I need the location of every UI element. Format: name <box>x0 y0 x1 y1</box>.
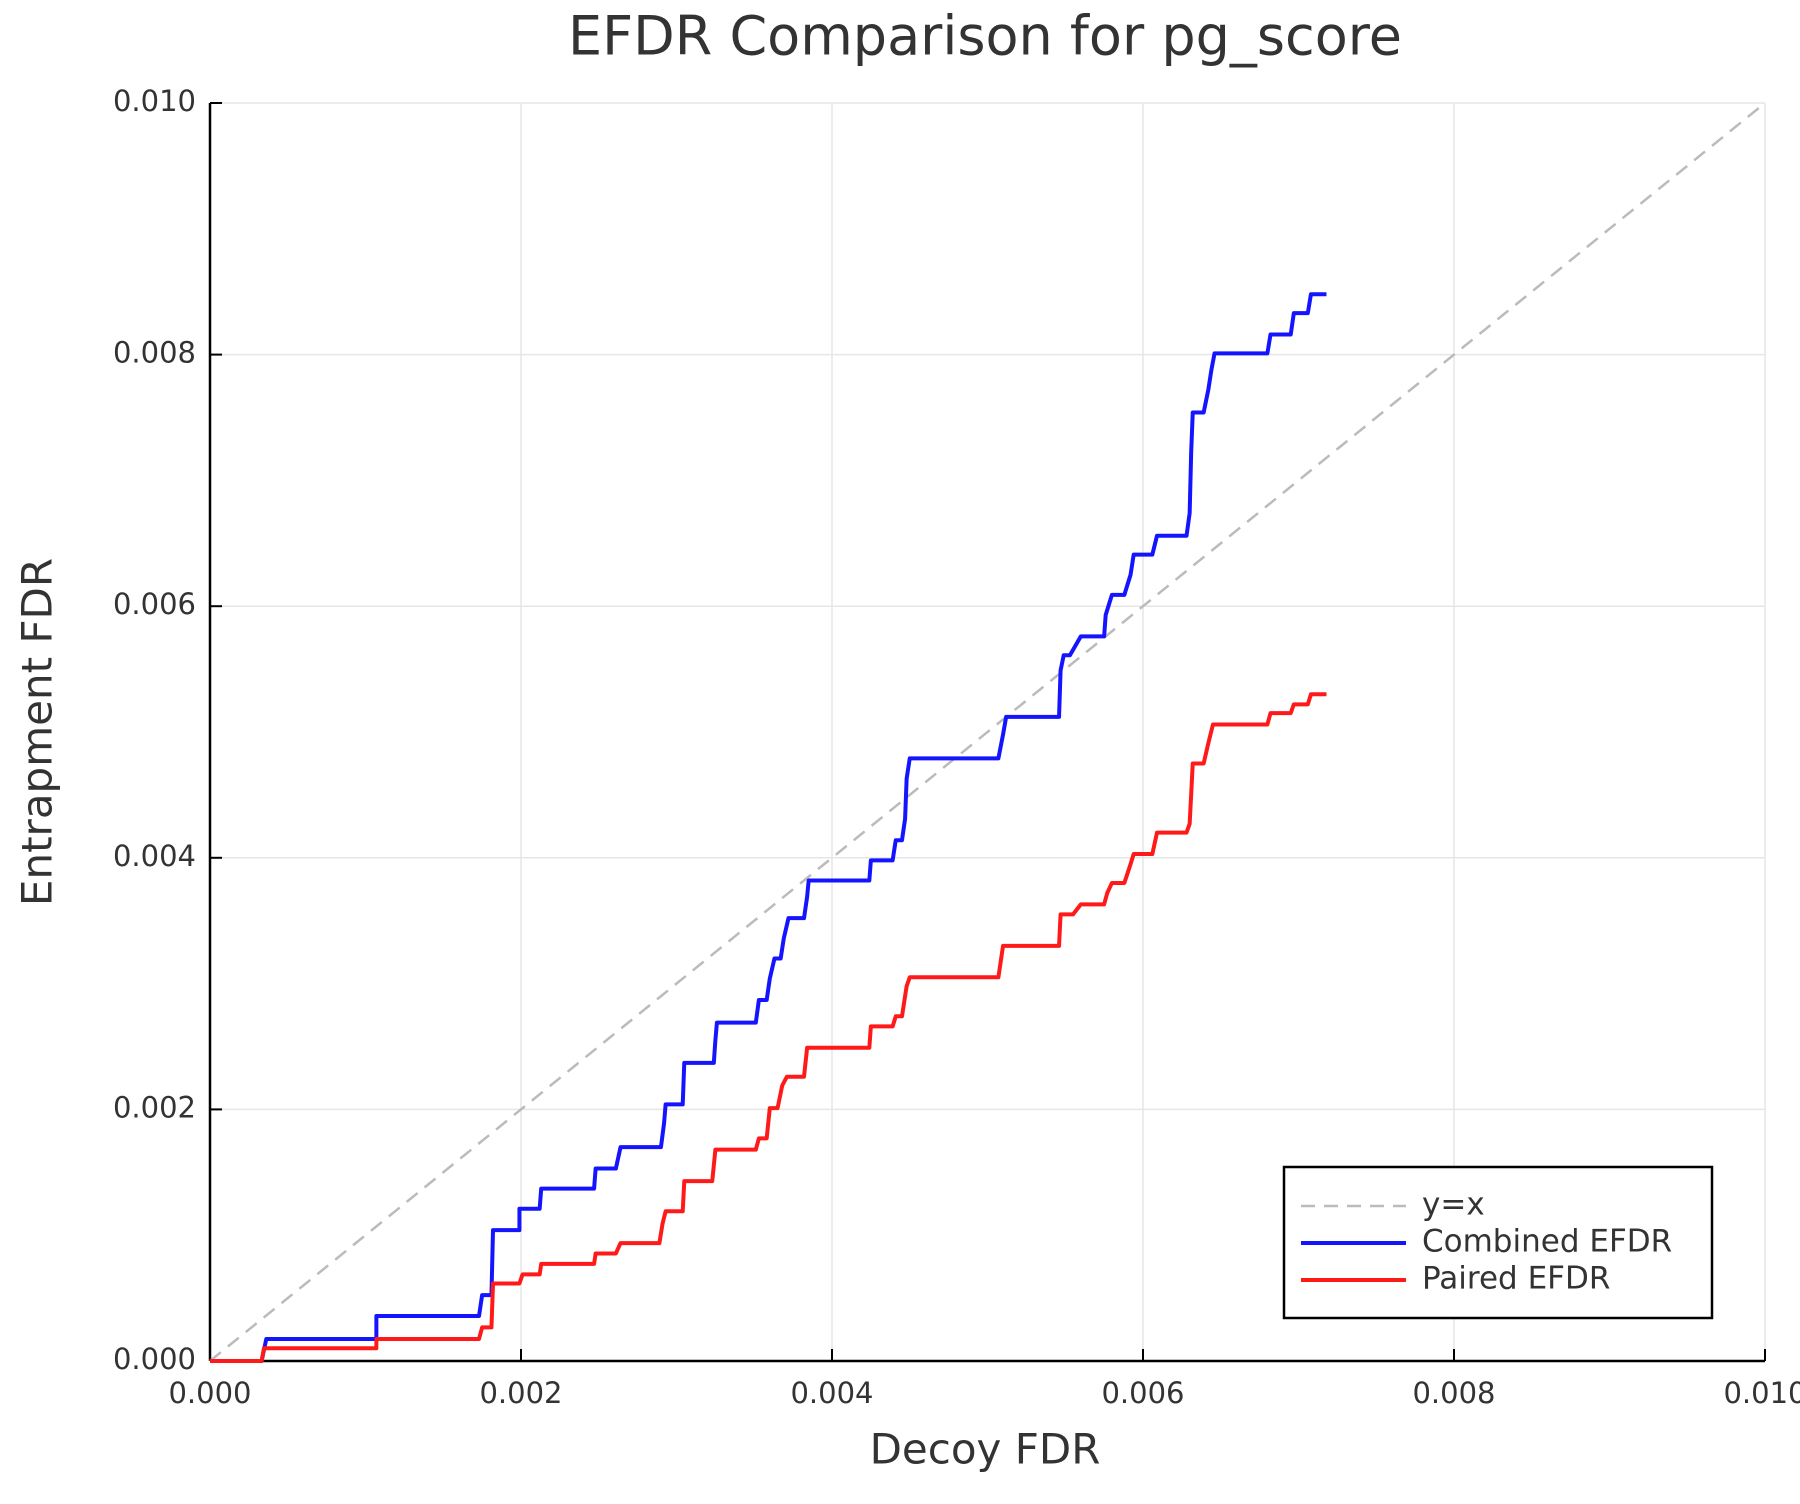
x-tick-label: 0.004 <box>790 1376 873 1410</box>
series-line <box>210 292 1327 1363</box>
x-tick-label: 0.006 <box>1101 1376 1184 1410</box>
x-tick-label: 0.000 <box>168 1376 251 1410</box>
y-tick-label: 0.004 <box>113 839 196 873</box>
x-axis-label: Decoy FDR <box>870 1425 1101 1474</box>
x-tick-label: 0.008 <box>1412 1376 1495 1410</box>
y-tick-label: 0.000 <box>113 1342 196 1376</box>
y-tick-label: 0.008 <box>113 336 196 370</box>
series-line <box>210 692 1327 1363</box>
y-axis-label: Entrapment FDR <box>13 558 62 906</box>
series-line <box>209 102 1766 1362</box>
y-tick-label: 0.010 <box>113 84 196 118</box>
y-tick-label: 0.006 <box>113 587 196 621</box>
x-tick-label: 0.010 <box>1723 1376 1800 1410</box>
legend-label: Combined EFDR <box>1422 1224 1672 1260</box>
x-tick-label: 0.002 <box>479 1376 562 1410</box>
y-tick-label: 0.002 <box>113 1090 196 1124</box>
legend-label: Paired EFDR <box>1422 1261 1610 1297</box>
legend-label: y=x <box>1422 1187 1485 1223</box>
chart-title: EFDR Comparison for pg_score <box>568 5 1402 68</box>
